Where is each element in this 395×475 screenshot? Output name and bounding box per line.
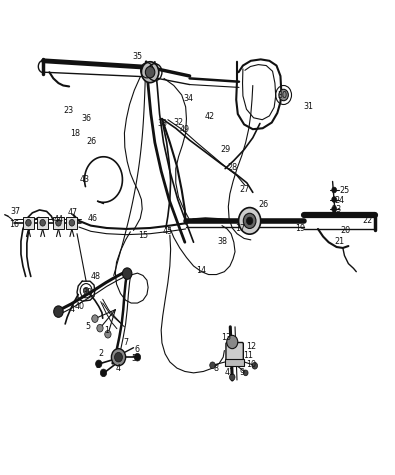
Text: 10: 10 (246, 360, 256, 369)
Text: 4: 4 (70, 305, 75, 314)
Text: 37: 37 (11, 207, 21, 216)
Text: 24: 24 (335, 196, 345, 205)
Circle shape (92, 315, 98, 323)
Text: 2: 2 (98, 350, 103, 358)
Text: 26: 26 (259, 200, 269, 209)
Circle shape (96, 360, 102, 368)
Text: 33: 33 (157, 119, 167, 128)
Text: 14: 14 (196, 266, 207, 275)
Text: 34: 34 (184, 95, 194, 103)
Circle shape (69, 219, 75, 226)
Text: 43: 43 (80, 175, 90, 184)
Text: 7: 7 (123, 339, 128, 347)
Text: 5: 5 (86, 323, 90, 331)
Circle shape (26, 219, 31, 226)
FancyBboxPatch shape (23, 217, 34, 229)
Text: 20: 20 (340, 226, 351, 235)
Circle shape (145, 66, 155, 78)
Text: 38: 38 (217, 237, 227, 246)
Text: 29: 29 (220, 145, 230, 154)
Text: 9: 9 (240, 369, 245, 377)
Circle shape (134, 353, 141, 361)
FancyBboxPatch shape (53, 217, 64, 229)
Text: 40: 40 (75, 302, 85, 311)
Text: 22: 22 (362, 217, 372, 225)
Text: 15: 15 (138, 231, 148, 239)
Text: 26: 26 (87, 137, 97, 146)
Text: 16: 16 (9, 220, 20, 228)
FancyBboxPatch shape (225, 359, 244, 366)
Circle shape (115, 352, 122, 362)
Circle shape (239, 208, 261, 234)
Circle shape (97, 324, 103, 332)
Text: 19: 19 (295, 225, 305, 233)
Circle shape (227, 335, 238, 349)
Text: 23: 23 (331, 206, 342, 214)
Circle shape (229, 374, 235, 380)
Text: 32: 32 (173, 118, 184, 127)
Text: 25: 25 (339, 187, 350, 195)
Circle shape (54, 306, 63, 317)
Circle shape (332, 187, 337, 193)
Text: 35: 35 (132, 52, 143, 60)
FancyBboxPatch shape (37, 217, 48, 229)
Circle shape (83, 287, 89, 294)
Text: 28: 28 (227, 163, 237, 171)
Text: 27: 27 (239, 186, 249, 194)
Circle shape (111, 349, 126, 366)
Text: 45: 45 (163, 228, 173, 236)
Text: 49: 49 (180, 125, 190, 133)
Text: 18: 18 (70, 130, 80, 138)
Text: 31: 31 (304, 103, 314, 111)
Text: 23: 23 (63, 106, 73, 114)
Text: 39: 39 (83, 288, 93, 296)
Text: 17: 17 (235, 225, 245, 233)
Text: 1: 1 (104, 326, 109, 334)
Circle shape (40, 219, 45, 226)
Text: 3: 3 (96, 361, 100, 370)
Text: 44: 44 (53, 215, 64, 224)
Text: 46: 46 (88, 214, 98, 223)
Circle shape (279, 89, 288, 101)
Text: 42: 42 (204, 112, 214, 121)
Text: 36: 36 (81, 114, 91, 123)
Text: 5: 5 (132, 354, 137, 363)
Text: 30: 30 (277, 92, 288, 100)
FancyBboxPatch shape (226, 342, 243, 363)
FancyBboxPatch shape (66, 217, 77, 229)
Circle shape (252, 362, 258, 369)
Circle shape (56, 219, 61, 226)
Text: 6: 6 (135, 345, 140, 353)
Circle shape (105, 331, 111, 338)
Text: 41: 41 (225, 369, 235, 377)
Circle shape (100, 369, 107, 377)
Text: 47: 47 (68, 209, 78, 217)
Circle shape (332, 197, 337, 202)
Text: 21: 21 (335, 237, 345, 246)
Circle shape (141, 62, 159, 83)
Circle shape (243, 370, 248, 376)
Text: 12: 12 (246, 342, 256, 351)
Text: 13: 13 (221, 333, 231, 342)
Circle shape (210, 362, 215, 369)
Text: 4: 4 (116, 364, 121, 372)
Text: 48: 48 (90, 272, 101, 281)
Circle shape (122, 268, 132, 279)
Text: 11: 11 (243, 351, 253, 360)
Circle shape (332, 206, 337, 212)
Circle shape (243, 213, 256, 228)
Circle shape (246, 217, 253, 225)
Text: 8: 8 (214, 364, 218, 372)
